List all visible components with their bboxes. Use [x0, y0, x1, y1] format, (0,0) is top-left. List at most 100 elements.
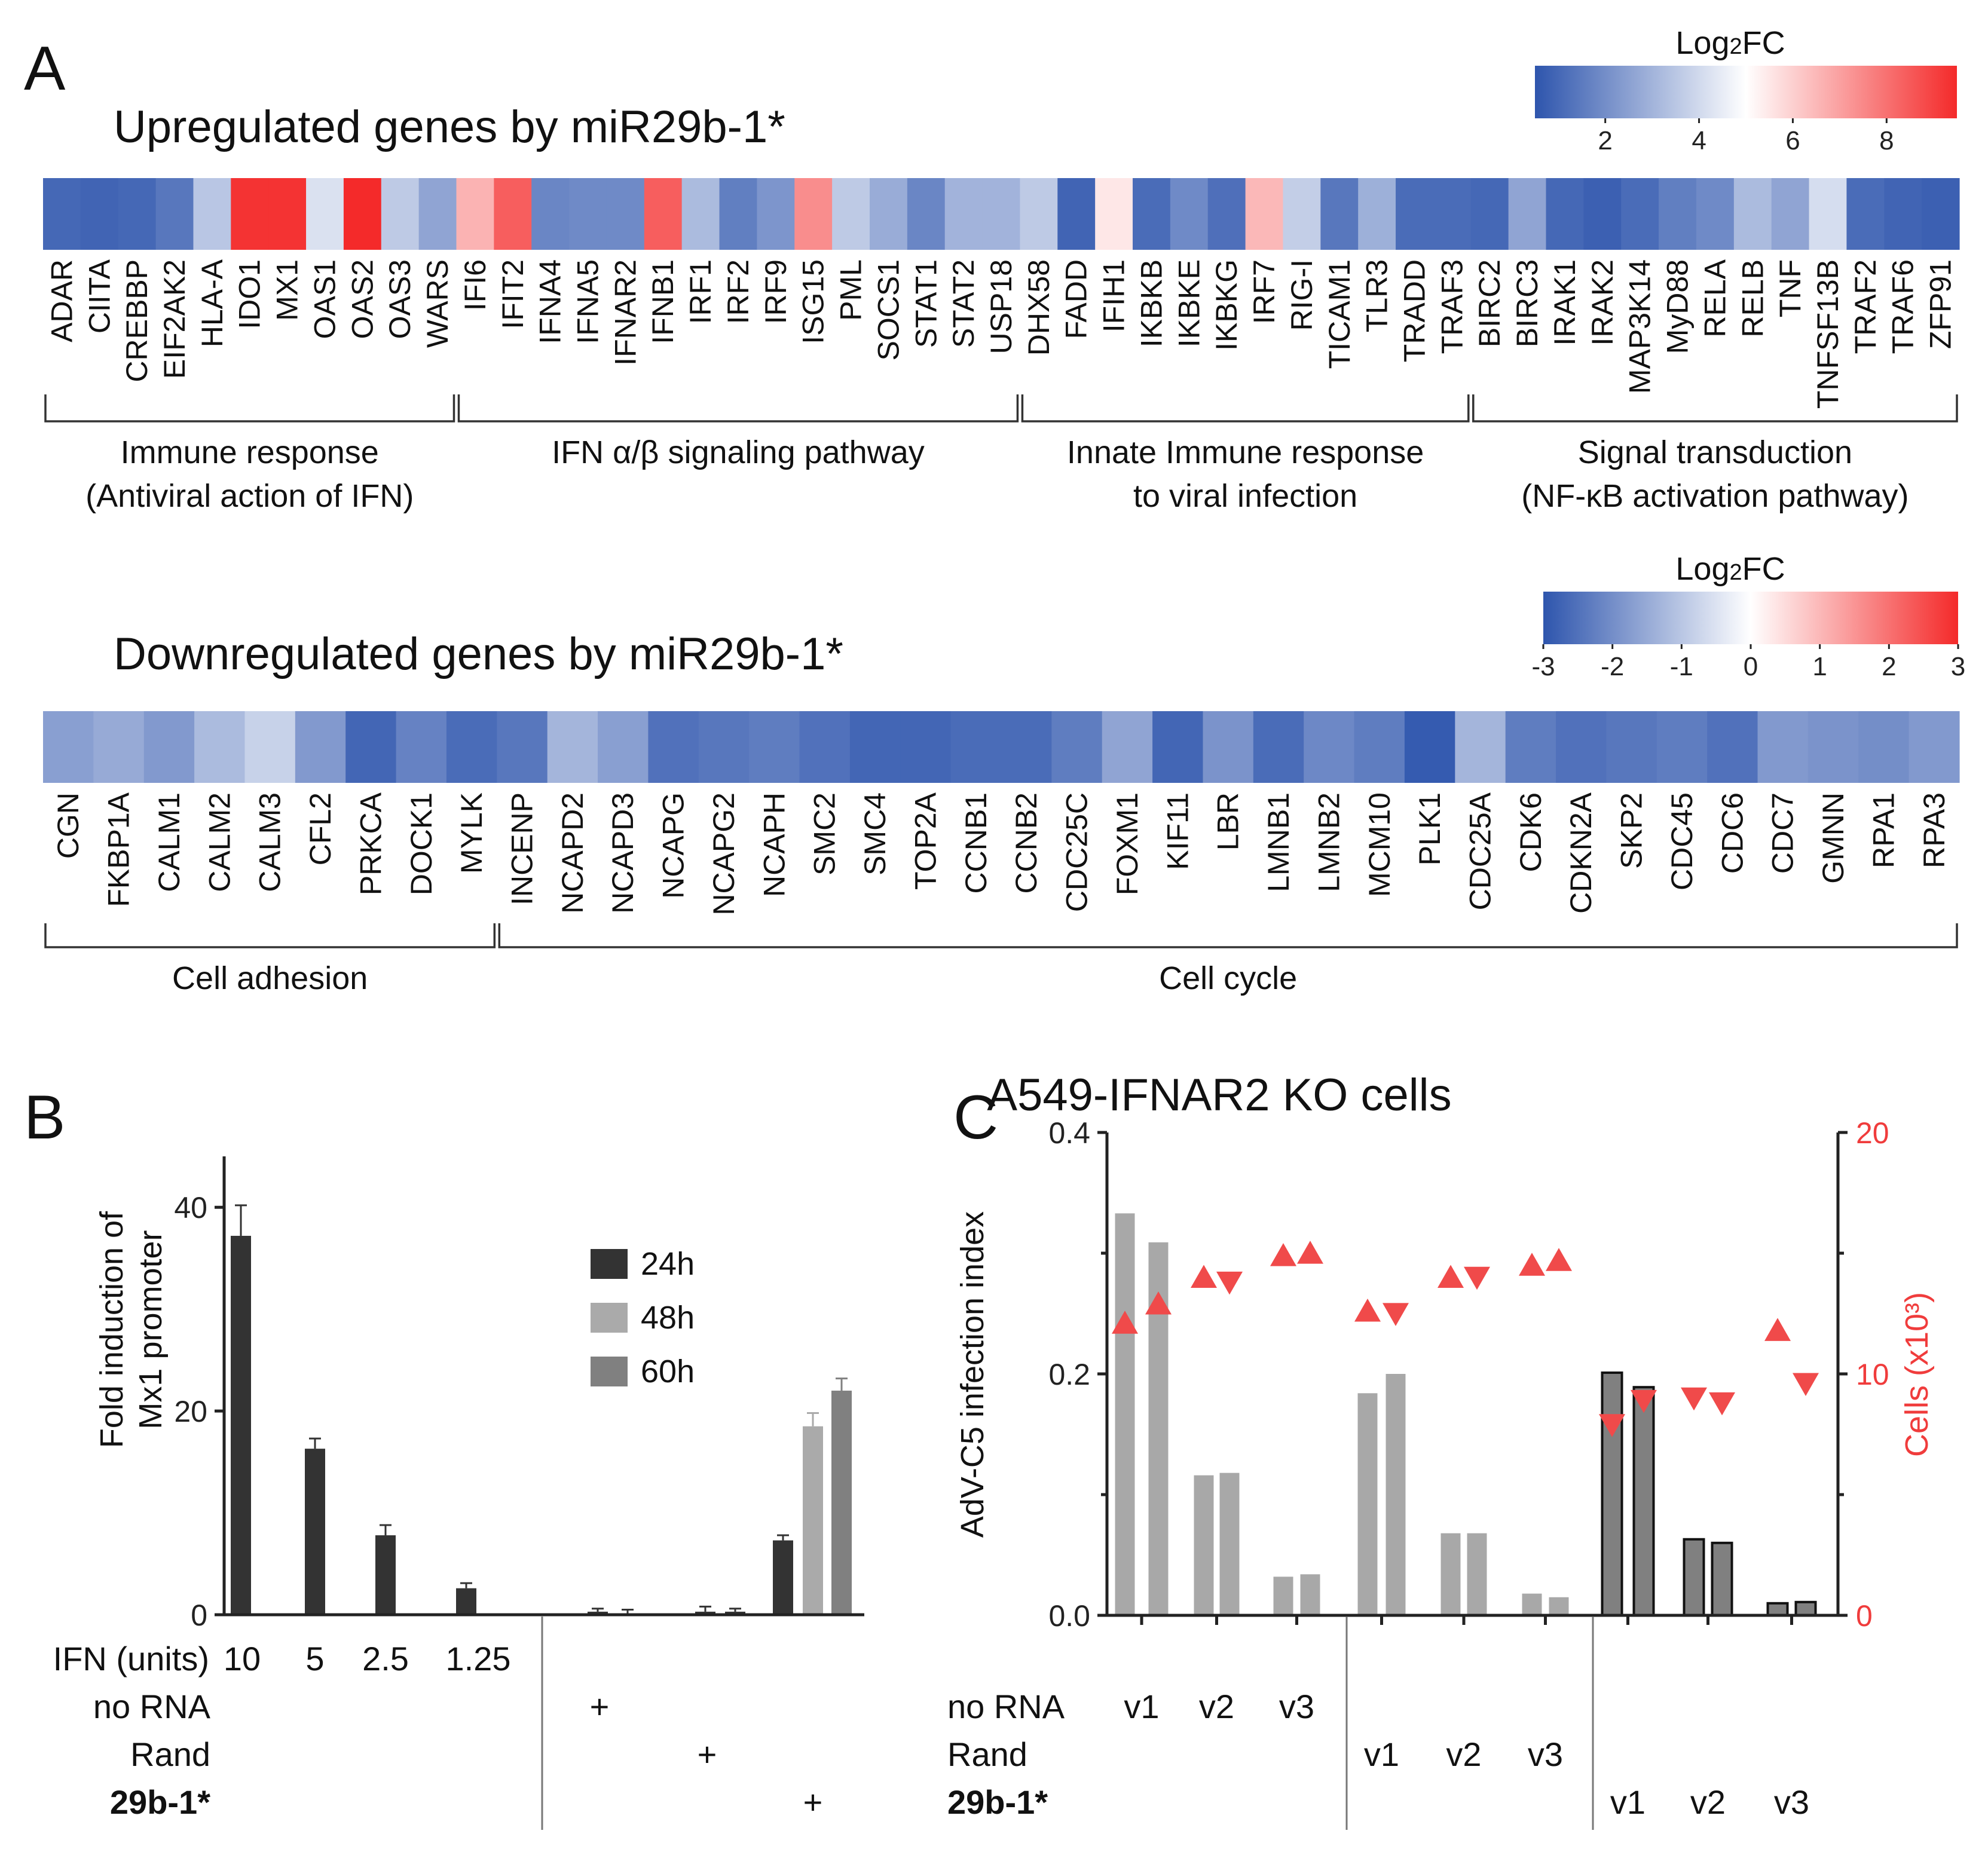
up-colorbar: Log2FC 2 4 6 8 [1535, 25, 1957, 155]
c-cell-count-marker-2 [1145, 1291, 1172, 1315]
c-bar-3 [1194, 1475, 1214, 1615]
down-colorbar-label: Log2FC [1675, 551, 1785, 587]
c-bar-7 [1357, 1393, 1378, 1615]
down-cell-dock1 [396, 711, 447, 783]
down-cell-top2a [900, 711, 952, 783]
down-colorbar-tick-label: -1 [1670, 652, 1693, 681]
mx1-promoter-bar-chart: Fold induction of Mx1 promoter 24h 48h 6… [53, 1156, 864, 1830]
up-cell-traf2 [1846, 178, 1885, 250]
down-cell-cfl2 [295, 711, 346, 783]
row-label-29b-1: 29b-1* [110, 1783, 210, 1821]
up-cell-pml [832, 178, 870, 250]
c-cell-count-marker-10 [1464, 1266, 1490, 1290]
c-bar-17 [1766, 1602, 1789, 1617]
down-gene-label-gmnn: GMNN [1816, 792, 1850, 884]
up-colorbar-gradient [1535, 66, 1957, 118]
b-bar-9 [695, 1611, 715, 1615]
c-cell-count-marker-15 [1681, 1387, 1707, 1411]
up-gene-label-pml: PML [834, 259, 868, 321]
up-gene-label-rela: RELA [1698, 259, 1732, 337]
up-gene-label-birc2: BIRC2 [1473, 259, 1506, 347]
up-gene-label-irf1: IRF1 [684, 259, 717, 324]
down-cell-smc4 [849, 711, 901, 783]
up-cell-ifna4 [531, 178, 570, 250]
up-group-label-4-line2: (NF-κB activation pathway) [1521, 478, 1909, 514]
down-cell-calm2 [194, 711, 246, 783]
c-cell-count-marker-1 [1112, 1311, 1138, 1334]
down-gene-label-incenp: INCENP [506, 792, 539, 905]
up-gene-label-wars: WARS [421, 259, 454, 348]
up-colorbar-tick-label: 6 [1785, 126, 1800, 155]
down-gene-label-lmnb2: LMNB2 [1312, 792, 1345, 892]
down-cell-smc2 [799, 711, 851, 783]
down-gene-label-foxm1: FOXM1 [1111, 792, 1144, 895]
down-gene-label-cdkn2a: CDKN2A [1564, 792, 1598, 913]
down-cell-calm3 [244, 711, 296, 783]
c-cell-count-marker-16 [1709, 1392, 1735, 1416]
down-colorbar-tick-label: 1 [1812, 652, 1827, 681]
down-colorbar-tick-label: 3 [1951, 652, 1965, 681]
down-cell-prkca [345, 711, 397, 783]
down-cell-rpa3 [1909, 711, 1960, 783]
panel-label-b: B [24, 1083, 65, 1152]
down-gene-label-ncapd3: NCAPD3 [606, 792, 640, 914]
down-gene-label-cgn: CGN [51, 792, 85, 859]
down-gene-label-fkbp1a: FKBP1A [102, 792, 136, 907]
c-row-label-rand: Rand [947, 1735, 1027, 1773]
up-cell-myd88 [1659, 178, 1697, 250]
down-group-label-1-line1: Cell adhesion [172, 960, 368, 996]
up-gene-label-ciita: CIITA [82, 259, 116, 333]
b-bar-10 [725, 1611, 745, 1615]
legend-label-60h: 60h [641, 1354, 695, 1389]
c-bar-1 [1115, 1213, 1135, 1615]
up-cell-ikbkg [1207, 178, 1246, 250]
legend-swatch-48h [591, 1303, 628, 1333]
c-y2-tick-label: 20 [1856, 1116, 1889, 1150]
up-gene-label-traf6: TRAF6 [1886, 259, 1920, 354]
up-cell-rig-i [1283, 178, 1321, 250]
c-variant-label-no-rna-v2: v2 [1199, 1688, 1234, 1725]
c-row-label-29b-1: 29b-1* [947, 1783, 1048, 1821]
up-cell-irf9 [757, 178, 795, 250]
c-y2-tick-label: 0 [1856, 1599, 1873, 1633]
down-cell-ncapg2 [698, 711, 750, 783]
c-cell-count-marker-14 [1631, 1389, 1657, 1413]
up-gene-label-irf2: IRF2 [721, 259, 755, 324]
legend-label-24h: 24h [641, 1246, 695, 1282]
up-group-label-2-line1: IFN α/β signaling pathway [552, 434, 925, 470]
up-cell-ido1 [231, 178, 269, 250]
c-variant-label-no-rna-v3: v3 [1279, 1688, 1314, 1725]
b-y-tick-label: 40 [174, 1191, 207, 1224]
down-group-bracket-1 [44, 923, 496, 948]
up-cell-mx1 [268, 178, 307, 250]
down-gene-label-cdc25c: CDC25C [1060, 792, 1094, 912]
down-gene-label-cdc7: CDC7 [1766, 792, 1800, 874]
down-gene-label-ncapg: NCAPG [657, 792, 690, 899]
down-cell-rpa1 [1858, 711, 1910, 783]
c-variant-label-no-rna-v1: v1 [1124, 1688, 1159, 1725]
up-gene-label-zfp91: ZFP91 [1924, 259, 1958, 349]
b-bar-1 [231, 1235, 251, 1615]
c-cell-count-marker-11 [1519, 1253, 1545, 1276]
c-bar-4 [1219, 1473, 1240, 1615]
c-bar-5 [1273, 1576, 1293, 1615]
up-cell-irak1 [1546, 178, 1584, 250]
c-variant-label-rand-v2: v2 [1446, 1735, 1481, 1773]
up-cell-irf7 [1245, 178, 1284, 250]
up-cell-stat2 [944, 178, 983, 250]
c-cell-count-marker-7 [1354, 1299, 1381, 1322]
up-heatmap-title: Upregulated genes by miR29b-1* [114, 102, 785, 152]
up-colorbar-label: Log2FC [1675, 25, 1785, 61]
down-gene-label-cdc25a: CDC25A [1464, 792, 1497, 910]
down-gene-label-plk1: PLK1 [1413, 792, 1446, 865]
up-cell-fadd [1057, 178, 1096, 250]
c-bar-9 [1440, 1533, 1461, 1615]
up-group-bracket-2 [457, 394, 1019, 423]
b-legend: 24h 48h 60h [591, 1246, 695, 1389]
up-cell-adar [43, 178, 81, 250]
down-cell-plk1 [1404, 711, 1455, 783]
c-cell-count-marker-13 [1599, 1414, 1625, 1437]
down-gene-label-skp2: SKP2 [1615, 792, 1648, 869]
up-gene-label-fadd: FADD [1060, 259, 1093, 339]
up-gene-label-ifnar2: IFNAR2 [608, 259, 642, 366]
